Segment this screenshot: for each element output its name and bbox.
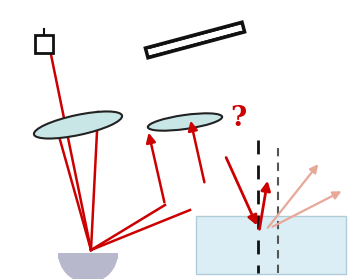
Wedge shape — [58, 253, 118, 279]
FancyBboxPatch shape — [196, 216, 346, 274]
Ellipse shape — [148, 113, 222, 131]
Polygon shape — [146, 22, 245, 58]
Ellipse shape — [34, 112, 122, 139]
FancyBboxPatch shape — [58, 253, 118, 259]
FancyBboxPatch shape — [35, 35, 53, 53]
Polygon shape — [149, 22, 241, 49]
Polygon shape — [149, 31, 241, 58]
Text: ?: ? — [230, 105, 246, 131]
